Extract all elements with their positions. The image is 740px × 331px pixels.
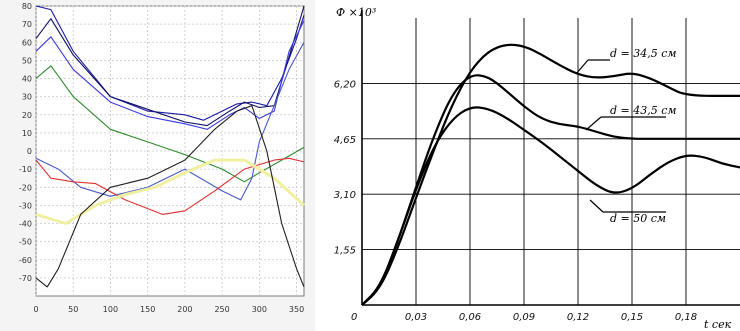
left-y-tick-label: 80	[22, 2, 32, 11]
annotation-leader-50-tail	[589, 199, 604, 213]
left-y-tick-label: -30	[19, 201, 32, 210]
left-x-tick-label: 300	[252, 305, 267, 314]
left-y-tick-label: -20	[19, 183, 32, 192]
left-series-line-4	[35, 65, 305, 183]
left-y-tick-label: 60	[22, 38, 32, 47]
left-y-tick-label: 40	[22, 75, 32, 84]
left-y-tick-labels: 80 70 60 50 40 30 20 10 0 -10 -20 -30 -40 -50 -60 -70	[19, 2, 32, 283]
left-series-line-5	[35, 42, 305, 201]
left-x-tick-label: 50	[68, 305, 78, 314]
left-x-tick-label: 0	[33, 305, 38, 314]
right-y-axis-label: Ф ×10³	[336, 6, 376, 19]
right-x-tick-label: 0,06	[459, 312, 481, 323]
left-series-line-1	[35, 5, 305, 121]
left-y-tick-label: 30	[22, 93, 32, 102]
annotation-d-34-5: d = 34,5 см	[610, 47, 677, 60]
right-y-tick-label: 3,10	[334, 190, 356, 201]
right-series-line-1	[361, 43, 740, 306]
left-x-tick-label: 250	[214, 305, 229, 314]
left-series-line-3	[35, 20, 305, 130]
left-series-line-8	[35, 105, 305, 288]
left-x-tick-label: 150	[140, 305, 155, 314]
right-x-tick-label: 0,15	[621, 312, 643, 323]
left-series-group	[35, 5, 306, 288]
left-y-tick-label: 0	[27, 147, 32, 156]
annotation-d-43-5: d = 43,5 см	[610, 104, 677, 117]
right-x-axis-label: t сек	[704, 318, 732, 331]
left-series-line-6	[35, 157, 305, 215]
left-x-tick-label: 200	[177, 305, 192, 314]
left-y-tick-label: -50	[19, 238, 32, 247]
left-y-tick-label: 20	[22, 111, 32, 120]
right-origin-label: 0	[351, 312, 357, 323]
left-line-chart: 0 50 100 150 200 250 300 350 80706050403020100-…	[0, 0, 315, 331]
left-x-tick-label: 100	[103, 305, 118, 314]
right-series-line-3	[361, 106, 740, 306]
left-x-tick-labels: 0 50 100 150 200 250 300 350	[33, 305, 304, 314]
right-series-group	[361, 43, 740, 306]
annotation-leader-34-tail	[575, 59, 589, 75]
left-y-tick-label: -40	[19, 220, 32, 229]
right-x-tick-label: 0,12	[567, 312, 589, 323]
right-curve-annotations: d = 34,5 см d = 43,5 см d = 50 см	[575, 47, 677, 225]
right-grid	[361, 10, 740, 306]
left-y-tick-label: 50	[22, 56, 32, 65]
right-x-tick-label: 0,18	[675, 312, 697, 323]
right-y-tick-label: 6,20	[334, 79, 356, 90]
left-y-tick-label: -70	[19, 274, 32, 283]
left-y-tick-label: 10	[22, 129, 32, 138]
right-y-tick-label: 4,65	[334, 135, 356, 146]
left-y-tick-label: -60	[19, 256, 32, 265]
right-x-tick-labels: 0,03 0,06 0,09 0,12 0,15 0,18	[405, 312, 697, 323]
annotation-leader-43-tail	[585, 116, 602, 131]
right-x-tick-label: 0,03	[405, 312, 427, 323]
right-line-chart: 0,03 0,06 0,09 0,12 0,15 0,18 1,55 3,10 4,65 6,2…	[334, 6, 740, 331]
left-x-tick-label: 350	[289, 305, 304, 314]
right-y-tick-label: 1,55	[334, 246, 356, 257]
right-x-tick-label: 0,09	[513, 312, 535, 323]
right-y-tick-labels: 1,55 3,10 4,65 6,20	[334, 79, 356, 256]
left-y-tick-label: -10	[19, 165, 32, 174]
left-y-tick-label: 70	[22, 20, 32, 29]
annotation-d-50: d = 50 см	[610, 212, 666, 225]
